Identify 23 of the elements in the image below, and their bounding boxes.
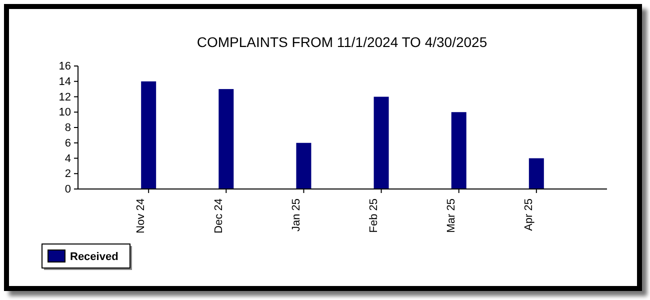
x-tick-label: Dec 24 xyxy=(212,198,225,234)
bar xyxy=(528,158,544,189)
y-tick-label: 16 xyxy=(58,60,71,73)
bar xyxy=(296,142,312,189)
chart-title: COMPLAINTS FROM 11/1/2024 TO 4/30/2025 xyxy=(196,34,488,50)
bar xyxy=(218,89,234,189)
y-tick-label: 8 xyxy=(64,122,71,134)
y-tick-label: 14 xyxy=(58,76,71,88)
y-tick-label: 12 xyxy=(58,91,71,104)
x-tick-label: Mar 25 xyxy=(445,198,458,233)
y-tick-label: 0 xyxy=(64,184,71,196)
x-tick-label: Jan 25 xyxy=(290,198,302,232)
bar xyxy=(141,81,156,189)
bar xyxy=(451,112,466,189)
y-tick-label: 4 xyxy=(64,152,71,165)
y-tick-label: 2 xyxy=(64,168,71,180)
y-tick-label: 10 xyxy=(58,106,71,119)
x-tick-label: Feb 25 xyxy=(368,198,380,233)
x-tick-label: Apr 25 xyxy=(523,198,536,231)
y-tick-label: 6 xyxy=(64,137,71,150)
legend-label: Received xyxy=(70,251,118,263)
x-tick-label: Nov 24 xyxy=(135,198,148,234)
bar xyxy=(374,96,389,189)
